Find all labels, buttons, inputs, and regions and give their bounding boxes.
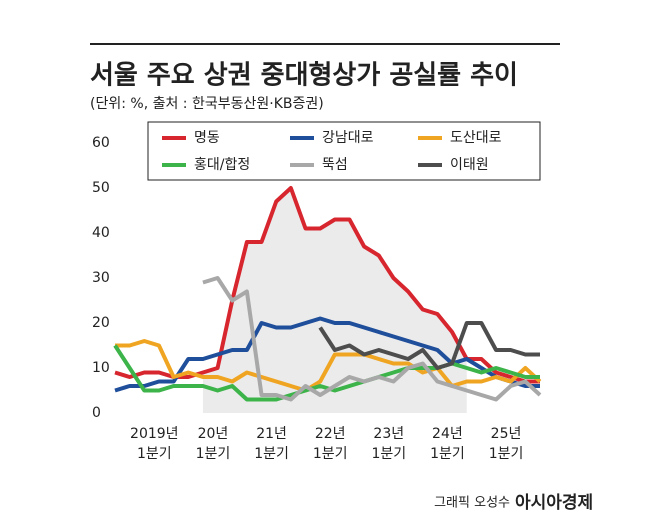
y-tick-label: 40 bbox=[92, 225, 110, 241]
series-line bbox=[114, 316, 540, 393]
y-tick-label: 20 bbox=[92, 315, 110, 331]
y-tick-label: 30 bbox=[92, 270, 110, 286]
x-tick-label: 25년 1분기 bbox=[488, 426, 524, 462]
series-line bbox=[115, 339, 542, 393]
x-tick-label: 20년 1분기 bbox=[195, 426, 231, 462]
x-tick-label: 2019년 1분기 bbox=[130, 426, 179, 462]
credit: 그래픽 오성수 bbox=[434, 496, 510, 511]
y-tick-label: 0 bbox=[92, 405, 101, 421]
brand: 아시아경제 bbox=[515, 493, 593, 513]
legend-label: 홍대/합정 bbox=[194, 157, 250, 173]
y-tick-label: 50 bbox=[92, 180, 110, 196]
y-tick-label: 60 bbox=[92, 135, 110, 151]
legend-label: 이태원 bbox=[450, 157, 489, 173]
x-tick-label: 22년 1분기 bbox=[312, 426, 348, 462]
chart-title: 서울 주요 상권 중대형상가 공실률 추이 bbox=[90, 61, 518, 91]
x-tick-label: 21년 1분기 bbox=[254, 426, 289, 462]
series-line bbox=[202, 276, 542, 402]
legend-label: 뚝섬 bbox=[322, 157, 348, 173]
series-line bbox=[318, 321, 540, 370]
x-tick-label: 23년 1분기 bbox=[371, 426, 407, 462]
x-tick-label: 24년 1분기 bbox=[430, 426, 465, 462]
legend-label: 명동 bbox=[194, 130, 220, 146]
legend-label: 강남대로 bbox=[322, 130, 374, 146]
legend-box bbox=[147, 121, 541, 181]
subtitle: (단위: %, 출처 : 한국부동산원·KB증권) bbox=[90, 96, 324, 112]
legend-label: 도산대로 bbox=[450, 130, 502, 146]
y-tick-label: 10 bbox=[92, 360, 110, 376]
